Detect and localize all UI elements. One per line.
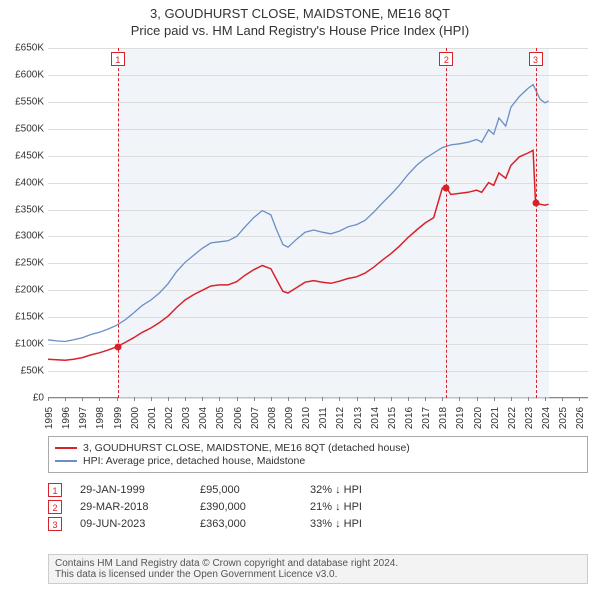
chart-subtitle: Price paid vs. HM Land Registry's House … bbox=[0, 23, 600, 38]
event-badge: 1 bbox=[48, 483, 62, 497]
x-axis-label: 2001 bbox=[147, 403, 158, 433]
attribution-footer: Contains HM Land Registry data © Crown c… bbox=[48, 554, 588, 584]
x-axis-label: 2013 bbox=[353, 403, 364, 433]
event-date: 29-JAN-1999 bbox=[80, 484, 200, 496]
event-price: £95,000 bbox=[200, 484, 310, 496]
x-axis-label: 2011 bbox=[318, 403, 329, 433]
event-marker-dot bbox=[532, 199, 539, 206]
event-marker-badge: 2 bbox=[439, 52, 453, 66]
y-axis-label: £50K bbox=[2, 366, 44, 377]
x-axis-label: 1999 bbox=[113, 403, 124, 433]
legend-swatch-price-paid bbox=[55, 447, 77, 449]
event-badge: 3 bbox=[48, 517, 62, 531]
y-axis-label: £500K bbox=[2, 123, 44, 134]
x-axis-label: 1995 bbox=[44, 403, 55, 433]
y-axis-label: £550K bbox=[2, 96, 44, 107]
y-axis-label: £100K bbox=[2, 339, 44, 350]
event-marker-dot bbox=[443, 185, 450, 192]
event-marker-badge: 3 bbox=[529, 52, 543, 66]
x-axis-label: 2009 bbox=[284, 403, 295, 433]
chart-lines bbox=[48, 48, 588, 398]
x-axis-label: 2005 bbox=[215, 403, 226, 433]
event-marker-line bbox=[536, 48, 537, 398]
y-gridline bbox=[48, 398, 588, 399]
event-hpi-diff: 33% ↓ HPI bbox=[310, 518, 362, 530]
chart-title-address: 3, GOUDHURST CLOSE, MAIDSTONE, ME16 8QT bbox=[0, 6, 600, 21]
event-badge: 2 bbox=[48, 500, 62, 514]
x-axis-label: 2014 bbox=[370, 403, 381, 433]
event-marker-line bbox=[446, 48, 447, 398]
event-date: 09-JUN-2023 bbox=[80, 518, 200, 530]
x-axis-label: 2017 bbox=[421, 403, 432, 433]
y-axis-label: £350K bbox=[2, 204, 44, 215]
y-axis-label: £650K bbox=[2, 43, 44, 54]
series-price_paid bbox=[48, 150, 549, 360]
x-axis-label: 2002 bbox=[164, 403, 175, 433]
x-axis-label: 2018 bbox=[438, 403, 449, 433]
event-list: 1 29-JAN-1999£95,00032% ↓ HPI 2 29-MAR-2018… bbox=[48, 480, 362, 534]
x-axis-label: 2012 bbox=[335, 403, 346, 433]
footer-line-1: Contains HM Land Registry data © Crown c… bbox=[55, 558, 581, 569]
event-marker-dot bbox=[114, 343, 121, 350]
x-axis-label: 1998 bbox=[95, 403, 106, 433]
footer-line-2: This data is licensed under the Open Gov… bbox=[55, 569, 581, 580]
event-price: £363,000 bbox=[200, 518, 310, 530]
event-date: 29-MAR-2018 bbox=[80, 501, 200, 513]
x-axis-label: 2019 bbox=[455, 403, 466, 433]
series-hpi bbox=[48, 85, 549, 342]
legend: 3, GOUDHURST CLOSE, MAIDSTONE, ME16 8QT … bbox=[48, 436, 588, 473]
event-price: £390,000 bbox=[200, 501, 310, 513]
y-axis-label: £250K bbox=[2, 258, 44, 269]
x-axis-label: 2024 bbox=[541, 403, 552, 433]
legend-swatch-hpi bbox=[55, 460, 77, 462]
event-hpi-diff: 21% ↓ HPI bbox=[310, 501, 362, 513]
x-axis-label: 2007 bbox=[250, 403, 261, 433]
x-axis-label: 2003 bbox=[181, 403, 192, 433]
x-axis-label: 2025 bbox=[558, 403, 569, 433]
y-axis-label: £200K bbox=[2, 285, 44, 296]
x-axis-label: 2008 bbox=[267, 403, 278, 433]
x-axis-label: 2026 bbox=[575, 403, 586, 433]
x-axis-label: 2010 bbox=[301, 403, 312, 433]
event-hpi-diff: 32% ↓ HPI bbox=[310, 484, 362, 496]
y-axis-label: £450K bbox=[2, 150, 44, 161]
legend-label-price-paid: 3, GOUDHURST CLOSE, MAIDSTONE, ME16 8QT … bbox=[83, 442, 410, 454]
chart-plot-area: £0£50K£100K£150K£200K£250K£300K£350K£400… bbox=[48, 48, 588, 398]
legend-label-hpi: HPI: Average price, detached house, Maid… bbox=[83, 455, 305, 467]
x-axis-label: 2004 bbox=[198, 403, 209, 433]
x-axis-label: 2020 bbox=[473, 403, 484, 433]
x-axis-label: 2022 bbox=[507, 403, 518, 433]
x-axis-label: 2006 bbox=[233, 403, 244, 433]
event-row: 1 29-JAN-1999£95,00032% ↓ HPI bbox=[48, 483, 362, 497]
event-row: 3 09-JUN-2023£363,00033% ↓ HPI bbox=[48, 517, 362, 531]
y-axis-label: £600K bbox=[2, 69, 44, 80]
y-axis-label: £300K bbox=[2, 231, 44, 242]
y-axis-label: £0 bbox=[2, 393, 44, 404]
y-axis-label: £400K bbox=[2, 177, 44, 188]
x-axis-label: 2021 bbox=[490, 403, 501, 433]
x-axis-label: 2015 bbox=[387, 403, 398, 433]
x-axis-label: 2023 bbox=[524, 403, 535, 433]
x-axis-label: 2000 bbox=[130, 403, 141, 433]
x-axis-label: 1996 bbox=[61, 403, 72, 433]
x-axis-label: 1997 bbox=[78, 403, 89, 433]
event-row: 2 29-MAR-2018£390,00021% ↓ HPI bbox=[48, 500, 362, 514]
x-axis-label: 2016 bbox=[404, 403, 415, 433]
event-marker-badge: 1 bbox=[111, 52, 125, 66]
y-axis-label: £150K bbox=[2, 312, 44, 323]
